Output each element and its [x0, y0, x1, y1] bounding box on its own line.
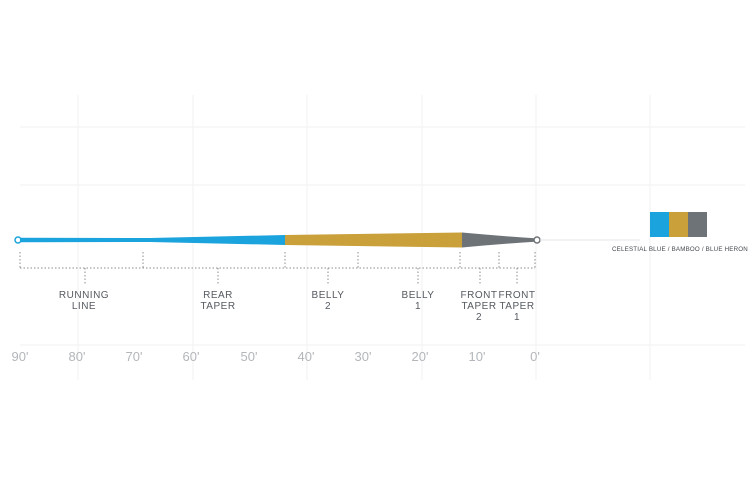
running-line-segment [20, 235, 285, 245]
label-rear-taper: REAR TAPER [200, 290, 236, 312]
axis-label-50: 50' [240, 349, 258, 364]
label-front-taper-1: FRONT TAPER 1 [498, 290, 536, 323]
belly-segment [285, 232, 462, 248]
axis-label-10: 10' [468, 349, 486, 364]
colorway-label: CELESTIAL BLUE / BAMBOO / BLUE HERON [612, 246, 748, 253]
front-taper-segment [462, 232, 535, 248]
axis-label-0: 0' [530, 349, 540, 364]
label-belly-2: BELLY 2 [311, 290, 345, 312]
label-front-taper-2: FRONT TAPER 2 [460, 290, 498, 323]
axis-label-80: 80' [68, 349, 86, 364]
axis-label-70: 70' [125, 349, 143, 364]
axis-label-30: 30' [354, 349, 372, 364]
label-running-line: RUNNING LINE [58, 290, 110, 312]
section-bracket [19, 252, 536, 284]
swatch-celestial-blue [650, 212, 669, 237]
axis-label-40: 40' [297, 349, 315, 364]
swatch-bamboo [669, 212, 688, 237]
fly-line [14, 232, 640, 248]
axis-label-90: 90' [11, 349, 29, 364]
front-loop [533, 236, 541, 244]
label-belly-1: BELLY 1 [401, 290, 435, 312]
axis-label-20: 20' [411, 349, 429, 364]
swatch-blue-heron [688, 212, 707, 237]
axis-label-60: 60' [182, 349, 200, 364]
